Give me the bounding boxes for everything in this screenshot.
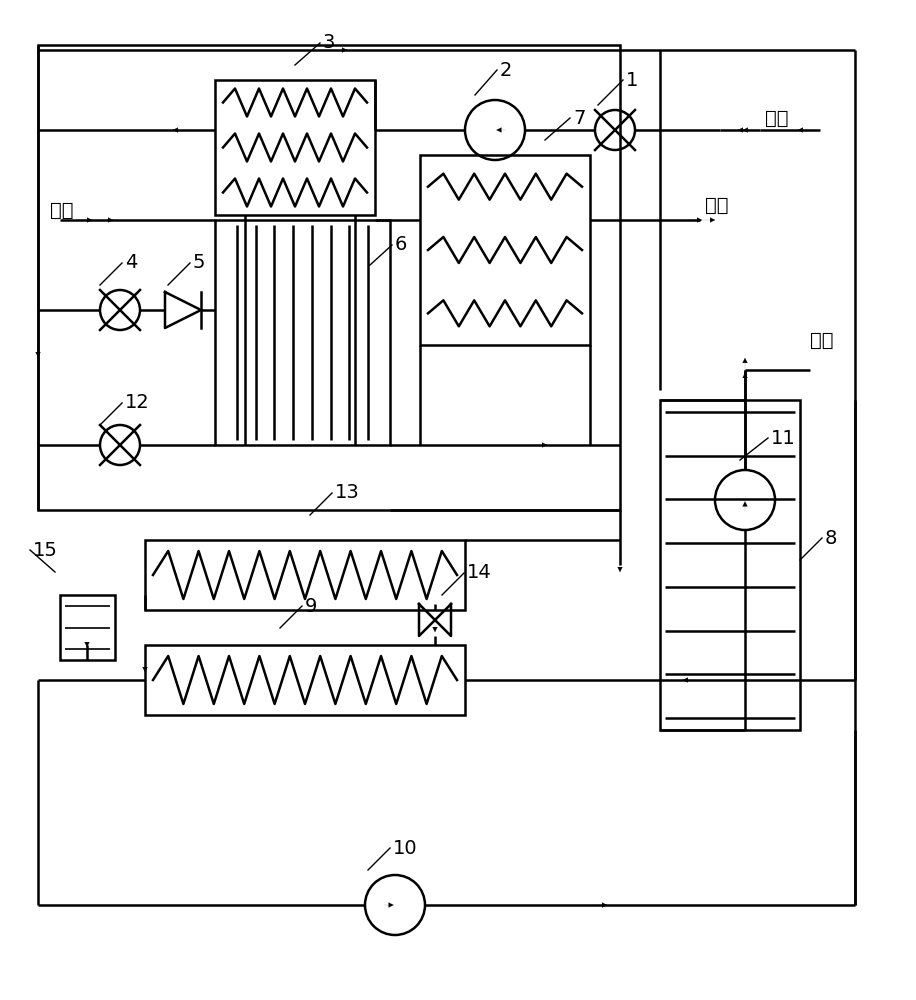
Bar — [60, 595, 115, 660]
Text: 5: 5 — [193, 253, 205, 272]
Text: 3: 3 — [323, 33, 335, 52]
Text: 11: 11 — [771, 428, 796, 448]
Text: 2: 2 — [500, 60, 512, 80]
Text: 补水: 补水 — [765, 108, 789, 127]
Bar — [145, 645, 465, 715]
Text: 蒸汽: 蒸汽 — [810, 330, 834, 350]
Bar — [420, 155, 590, 345]
Bar — [215, 80, 375, 215]
Text: 4: 4 — [125, 253, 137, 272]
Text: 9: 9 — [305, 596, 317, 615]
Text: 10: 10 — [393, 838, 418, 857]
Text: 7: 7 — [573, 108, 585, 127]
Text: 14: 14 — [467, 564, 492, 582]
Text: 8: 8 — [825, 528, 837, 548]
Bar — [38, 45, 620, 510]
Text: 6: 6 — [395, 235, 408, 254]
Text: 13: 13 — [335, 484, 360, 502]
Text: 烟气: 烟气 — [705, 196, 728, 215]
Text: 烟气: 烟气 — [50, 200, 73, 220]
Bar — [215, 220, 390, 445]
Text: 15: 15 — [33, 540, 58, 560]
Text: 1: 1 — [626, 70, 638, 90]
Bar — [660, 400, 800, 730]
Text: 12: 12 — [125, 393, 149, 412]
Bar — [145, 540, 465, 610]
